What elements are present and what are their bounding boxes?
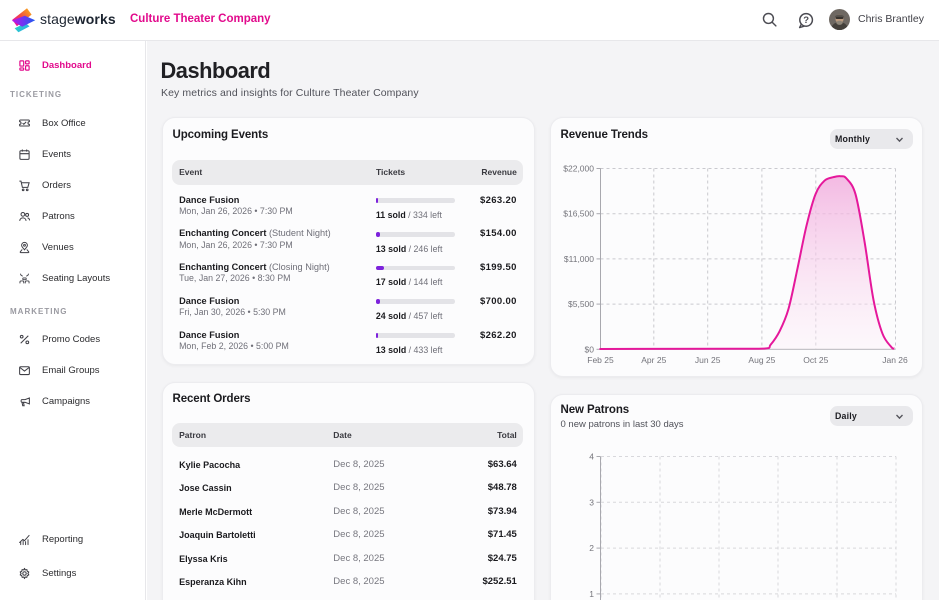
svg-text:$16,500: $16,500 [563, 209, 594, 219]
svg-text:3: 3 [589, 497, 594, 507]
svg-text:2: 2 [589, 543, 594, 553]
svg-text:Jan 26: Jan 26 [882, 355, 908, 365]
svg-text:Oct 25: Oct 25 [803, 355, 828, 365]
svg-text:Jun 25: Jun 25 [694, 355, 720, 365]
svg-text:Feb 25: Feb 25 [587, 355, 614, 365]
svg-text:$0: $0 [584, 344, 594, 354]
svg-text:$5,500: $5,500 [568, 299, 594, 309]
svg-text:Apr 25: Apr 25 [641, 355, 666, 365]
svg-text:1: 1 [589, 588, 594, 598]
svg-text:4: 4 [589, 451, 594, 461]
svg-text:$22,000: $22,000 [563, 164, 594, 174]
svg-text:?: ? [803, 15, 809, 26]
svg-text:Aug 25: Aug 25 [748, 355, 775, 365]
svg-text:$11,000: $11,000 [563, 254, 593, 264]
